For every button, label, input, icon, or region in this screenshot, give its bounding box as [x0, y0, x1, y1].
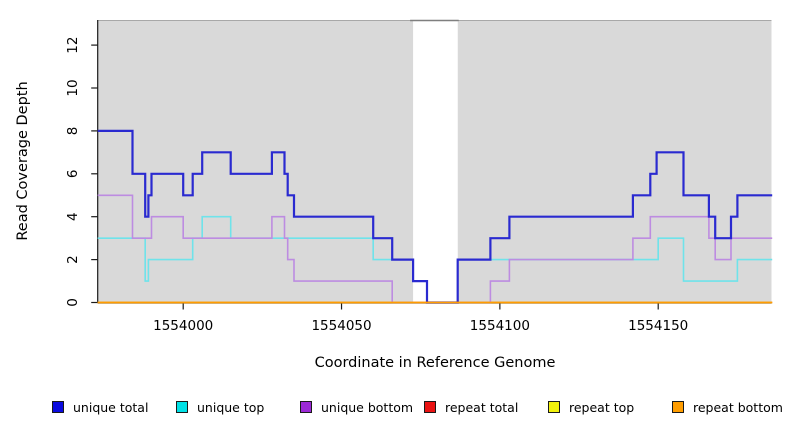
- legend-item-repeat-bottom: repeat bottom: [672, 398, 783, 416]
- legend-swatch-unique-bottom: [300, 401, 312, 413]
- chart-svg: 0 2 4 6 8 10 12 1554000 1554050 1554100 1554150 Co…: [15, 19, 773, 371]
- y-tick-label-0: 0: [65, 298, 81, 307]
- legend-swatch-repeat-top: [548, 401, 560, 413]
- x-tick-label-1554150: 1554150: [628, 318, 688, 334]
- legend-swatch-unique-top: [176, 401, 188, 413]
- axes: 0 2 4 6 8 10 12 1554000 1554050 1554100 1554150: [65, 20, 772, 334]
- series-line-unique-total: [97, 129, 773, 304]
- legend-swatch-unique-total: [52, 401, 64, 413]
- y-tick-label-2: 2: [65, 255, 81, 264]
- series-line-unique-bottom: [97, 194, 773, 304]
- x-tick-label-1554100: 1554100: [470, 318, 530, 334]
- x-tick-label-1554050: 1554050: [311, 318, 371, 334]
- plot-bg-left: [97, 20, 414, 303]
- plot-background: [97, 20, 772, 303]
- x-tick-label-1554000: 1554000: [153, 318, 213, 334]
- legend-item-unique-top: unique top: [176, 398, 264, 416]
- legend-label: unique top: [197, 399, 265, 415]
- y-tick-label-4: 4: [65, 212, 81, 221]
- x-axis-title: Coordinate in Reference Genome: [315, 355, 556, 371]
- plot-bg-right: [457, 20, 772, 303]
- legend-label: repeat top: [569, 399, 635, 415]
- legend-label: repeat total: [445, 399, 519, 415]
- legend-item-repeat-top: repeat top: [548, 398, 634, 416]
- legend: unique total unique top unique bottom repea…: [0, 398, 792, 420]
- legend-item-unique-total: unique total: [52, 398, 148, 416]
- y-tick-label-10: 10: [65, 79, 81, 96]
- series-lines: [97, 129, 773, 304]
- legend-swatch-repeat-total: [424, 401, 436, 413]
- legend-item-unique-bottom: unique bottom: [300, 398, 413, 416]
- legend-item-repeat-total: repeat total: [424, 398, 518, 416]
- y-tick-label-8: 8: [65, 127, 81, 136]
- legend-label: unique total: [73, 399, 149, 415]
- legend-label: repeat bottom: [693, 399, 783, 415]
- legend-label: unique bottom: [321, 399, 414, 415]
- legend-swatch-repeat-bottom: [672, 401, 684, 413]
- y-tick-label-12: 12: [65, 37, 81, 54]
- y-axis-title: Read Coverage Depth: [15, 81, 31, 240]
- y-tick-label-6: 6: [65, 170, 81, 179]
